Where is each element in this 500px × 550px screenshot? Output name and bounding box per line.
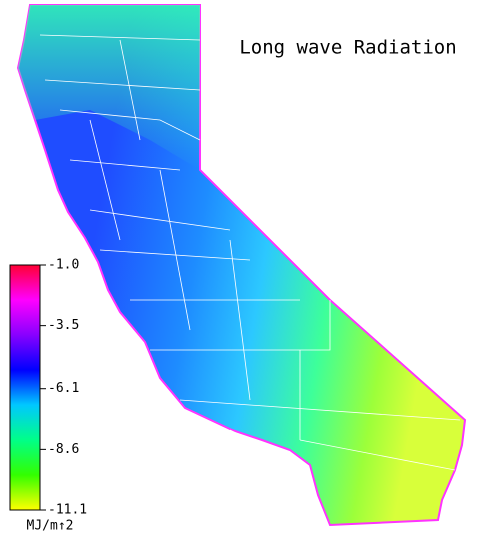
colorbar-tick-label: -11.1 (48, 503, 87, 518)
colorbar (9, 264, 41, 511)
county-lines (39, 34, 461, 471)
colorbar-tick-label: -1.0 (48, 258, 79, 273)
colorbar-label: MJ/m↑2 (27, 519, 74, 534)
map-title: Long wave Radiation (239, 37, 456, 59)
california-land (16, 4, 467, 527)
colorbar-tick-label: -3.5 (48, 318, 79, 333)
northern-tint (18, 5, 200, 170)
colorbar-tick-label: -8.6 (48, 442, 79, 457)
colorbar-tick-label: -6.1 (48, 381, 79, 396)
